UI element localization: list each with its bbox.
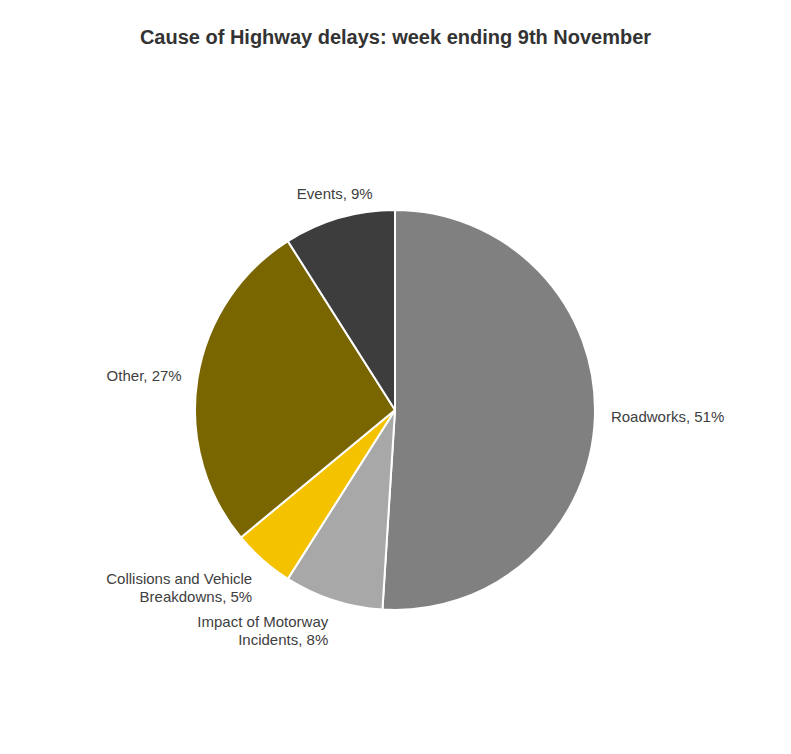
slice-label-line: Breakdowns, 5% xyxy=(140,588,253,605)
page: {"chart_data": {"type": "pie", "title": … xyxy=(0,0,791,754)
slice-label-line: Impact of Motorway xyxy=(197,613,328,630)
chart-svg: Cause of Highway delays: week ending 9th… xyxy=(0,0,791,754)
slices xyxy=(195,210,595,610)
slice-label: Collisions and VehicleBreakdowns, 5% xyxy=(106,570,252,605)
slice-label-line: Roadworks, 51% xyxy=(611,408,724,425)
chart-title: Cause of Highway delays: week ending 9th… xyxy=(140,26,651,48)
slice-label-line: Incidents, 8% xyxy=(238,631,328,648)
background xyxy=(0,0,791,754)
pie-slice xyxy=(382,210,595,610)
slice-label: Events, 9% xyxy=(297,185,373,202)
pie-slice xyxy=(288,210,395,410)
slice-label: Impact of MotorwayIncidents, 8% xyxy=(197,613,328,648)
slice-labels: Roadworks, 51% Impact of MotorwayIncident… xyxy=(106,185,724,649)
slice-label: Roadworks, 51% xyxy=(611,408,724,425)
chart-container: Cause of Highway delays: week ending 9th… xyxy=(0,0,791,754)
slice-label-line: Other, 27% xyxy=(107,367,182,384)
slice-label-line: Events, 9% xyxy=(297,185,373,202)
slice-label: Other, 27% xyxy=(107,367,182,384)
slice-label-line: Collisions and Vehicle xyxy=(106,570,252,587)
